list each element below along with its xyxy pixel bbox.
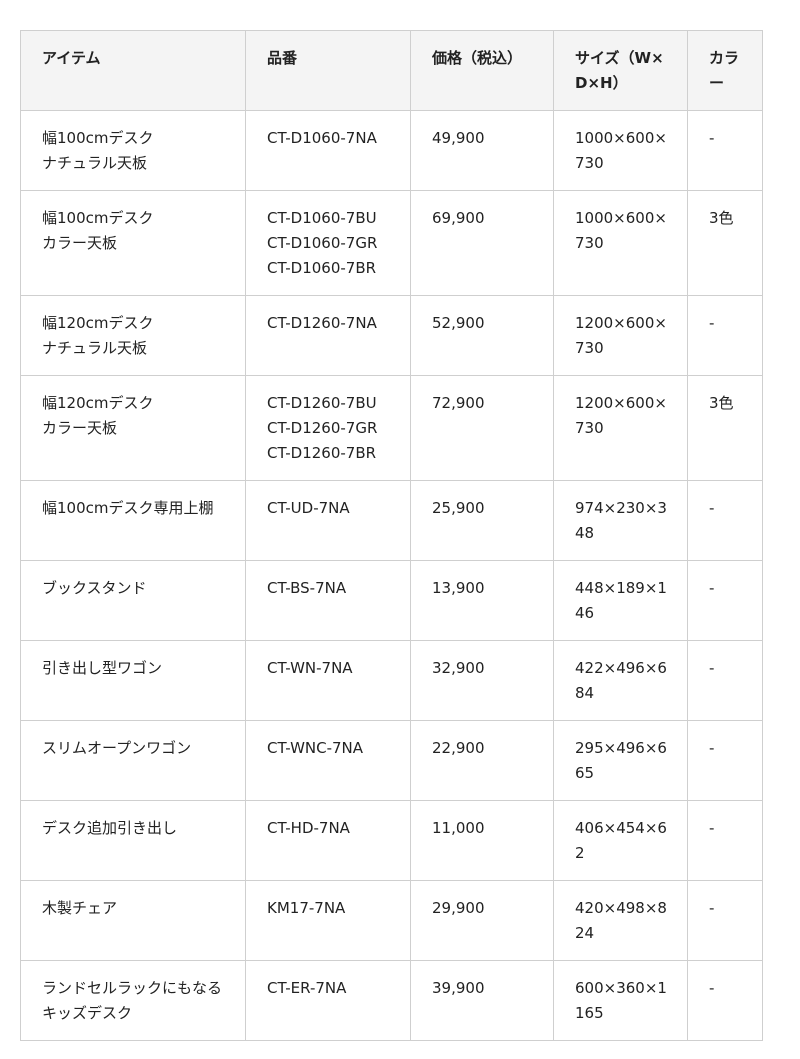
header-price: 価格（税込） (410, 30, 554, 111)
cell-part-number: CT-HD-7NA (245, 800, 411, 881)
cell-color: - (687, 480, 763, 561)
cell-size: 422×496×684 (553, 640, 688, 721)
cell-size: 295×496×665 (553, 720, 688, 801)
cell-price: 39,900 (410, 960, 554, 1041)
cell-price: 22,900 (410, 720, 554, 801)
header-size: サイズ（W×D×H） (553, 30, 688, 111)
table-row: 木製チェア KM17-7NA 29,900 420×498×824- (20, 880, 763, 961)
table-row: ブックスタンド CT-BS-7NA 13,900 448×189×146- (20, 560, 763, 641)
table-row: スリムオープンワゴン CT-WNC-7NA 22,900 295×496×665- (20, 720, 763, 801)
table-row: ランドセルラックにもなるキッズデスク CT-ER-7NA 39,900 600×360… (20, 960, 763, 1041)
cell-size: 448×189×146 (553, 560, 688, 641)
table-row: 幅100cmデスク ナチュラル天板 CT-D1060-7NA 49,900 1000×… (20, 110, 763, 191)
cell-item: 幅100cmデスク専用上棚 (20, 480, 246, 561)
cell-part-number: CT-D1060-7BU CT-D1060-7GR CT-D1060-7BR (245, 190, 411, 296)
cell-price: 32,900 (410, 640, 554, 721)
table-row: 幅100cmデスク専用上棚 CT-UD-7NA 25,900 974×230×348- (20, 480, 763, 561)
cell-item: スリムオープンワゴン (20, 720, 246, 801)
cell-item: デスク追加引き出し (20, 800, 246, 881)
cell-size: 974×230×348 (553, 480, 688, 561)
cell-part-number: CT-UD-7NA (245, 480, 411, 561)
cell-part-number: KM17-7NA (245, 880, 411, 961)
cell-size: 420×498×824 (553, 880, 688, 961)
cell-price: 11,000 (410, 800, 554, 881)
cell-size: 1200×600×730 (553, 375, 688, 481)
cell-size: 1000×600×730 (553, 110, 688, 191)
cell-size: 1200×600×730 (553, 295, 688, 376)
header-color: カラー (687, 30, 763, 111)
cell-item: 引き出し型ワゴン (20, 640, 246, 721)
cell-price: 25,900 (410, 480, 554, 561)
cell-price: 69,900 (410, 190, 554, 296)
product-table: アイテム 品番 価格（税込） サイズ（W×D×H） カラー 幅100cmデスク … (20, 30, 763, 1041)
cell-item: 幅120cmデスク カラー天板 (20, 375, 246, 481)
cell-part-number: CT-BS-7NA (245, 560, 411, 641)
cell-item: 幅100cmデスク ナチュラル天板 (20, 110, 246, 191)
cell-part-number: CT-D1260-7BU CT-D1260-7GR CT-D1260-7BR (245, 375, 411, 481)
cell-size: 406×454×62 (553, 800, 688, 881)
cell-color: - (687, 110, 763, 191)
table-row: 引き出し型ワゴン CT-WN-7NA 32,900 422×496×684- (20, 640, 763, 721)
cell-color: 3色 (687, 190, 763, 296)
cell-item: ブックスタンド (20, 560, 246, 641)
cell-color: - (687, 720, 763, 801)
cell-price: 52,900 (410, 295, 554, 376)
cell-price: 72,900 (410, 375, 554, 481)
table-row: 幅120cmデスク カラー天板 CT-D1260-7BU CT-D1260-7GR… (20, 375, 763, 481)
cell-part-number: CT-D1060-7NA (245, 110, 411, 191)
cell-size: 1000×600×730 (553, 190, 688, 296)
cell-part-number: CT-WNC-7NA (245, 720, 411, 801)
cell-price: 13,900 (410, 560, 554, 641)
cell-item: 木製チェア (20, 880, 246, 961)
table-row: デスク追加引き出し CT-HD-7NA 11,000 406×454×62- (20, 800, 763, 881)
cell-item: ランドセルラックにもなるキッズデスク (20, 960, 246, 1041)
cell-color: - (687, 560, 763, 641)
cell-price: 29,900 (410, 880, 554, 961)
cell-color: - (687, 640, 763, 721)
cell-part-number: CT-WN-7NA (245, 640, 411, 721)
cell-color: - (687, 880, 763, 961)
cell-color: - (687, 295, 763, 376)
cell-price: 49,900 (410, 110, 554, 191)
cell-item: 幅120cmデスク ナチュラル天板 (20, 295, 246, 376)
cell-color: 3色 (687, 375, 763, 481)
cell-color: - (687, 800, 763, 881)
header-part-number: 品番 (245, 30, 411, 111)
table-header-row: アイテム 品番 価格（税込） サイズ（W×D×H） カラー (20, 30, 763, 111)
table-row: 幅120cmデスク ナチュラル天板 CT-D1260-7NA 52,900 1200×… (20, 295, 763, 376)
cell-part-number: CT-D1260-7NA (245, 295, 411, 376)
cell-item: 幅100cmデスク カラー天板 (20, 190, 246, 296)
header-item: アイテム (20, 30, 246, 111)
table-row: 幅100cmデスク カラー天板 CT-D1060-7BU CT-D1060-7GR… (20, 190, 763, 296)
cell-part-number: CT-ER-7NA (245, 960, 411, 1041)
cell-color: - (687, 960, 763, 1041)
cell-size: 600×360×1165 (553, 960, 688, 1041)
